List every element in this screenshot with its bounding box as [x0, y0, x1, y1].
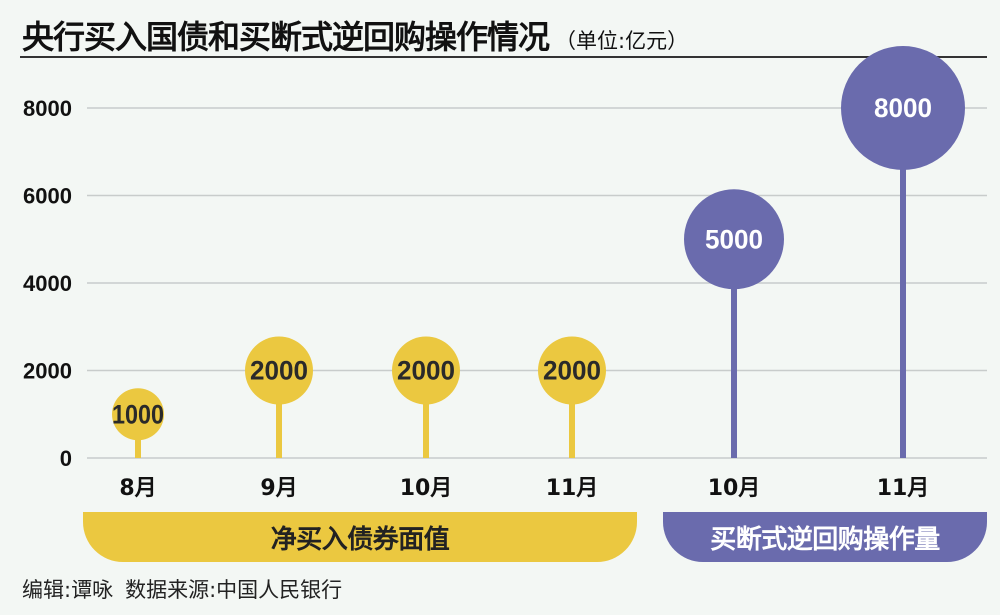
title-underline — [20, 56, 987, 58]
lollipop-head — [684, 189, 784, 290]
data-value-label: 1000 — [112, 399, 164, 429]
data-source: 数据来源:中国人民银行 — [125, 578, 343, 602]
x-tick-label: 10月 — [400, 476, 453, 501]
x-tick-label: 9月 — [260, 476, 297, 501]
x-tick-label: 11月 — [546, 476, 599, 501]
lollipop-head — [841, 46, 965, 170]
chart-title-main: 央行买入国债和买断式逆回购操作情况 — [22, 18, 550, 56]
data-value-label: 2000 — [397, 356, 455, 386]
group-label-text: 净买入债券面值 — [270, 524, 450, 555]
data-value-label: 5000 — [705, 224, 763, 254]
data-value-label: 2000 — [543, 356, 601, 386]
footer-credits: 编辑:谭咏 数据来源:中国人民银行 — [22, 574, 342, 604]
chart-title: 央行买入国债和买断式逆回购操作情况 （单位:亿元） — [22, 12, 688, 58]
data-value-label: 2000 — [250, 356, 308, 386]
lollipop-head — [538, 336, 606, 405]
chart-title-unit: （单位:亿元） — [555, 29, 689, 53]
group-label-outright-reverse-repo: 买断式逆回购操作量 — [663, 512, 987, 562]
y-tick-label: 8000 — [23, 96, 72, 121]
data-value-label: 8000 — [874, 93, 932, 123]
y-tick-label: 0 — [60, 446, 72, 471]
x-tick-label: 8月 — [119, 476, 156, 501]
lollipop-head — [245, 336, 313, 405]
y-tick-label: 2000 — [23, 359, 72, 384]
group-label-text: 买断式逆回购操作量 — [710, 524, 940, 555]
x-tick-label: 11月 — [877, 476, 930, 501]
group-label-net-bond-purchase: 净买入债券面值 — [83, 512, 637, 562]
lollipop-head — [112, 388, 164, 441]
y-tick-label: 6000 — [23, 184, 72, 209]
y-tick-label: 4000 — [23, 271, 72, 296]
x-tick-label: 10月 — [708, 476, 761, 501]
lollipop-head — [392, 336, 460, 405]
editor-credit: 编辑:谭咏 — [22, 578, 114, 602]
